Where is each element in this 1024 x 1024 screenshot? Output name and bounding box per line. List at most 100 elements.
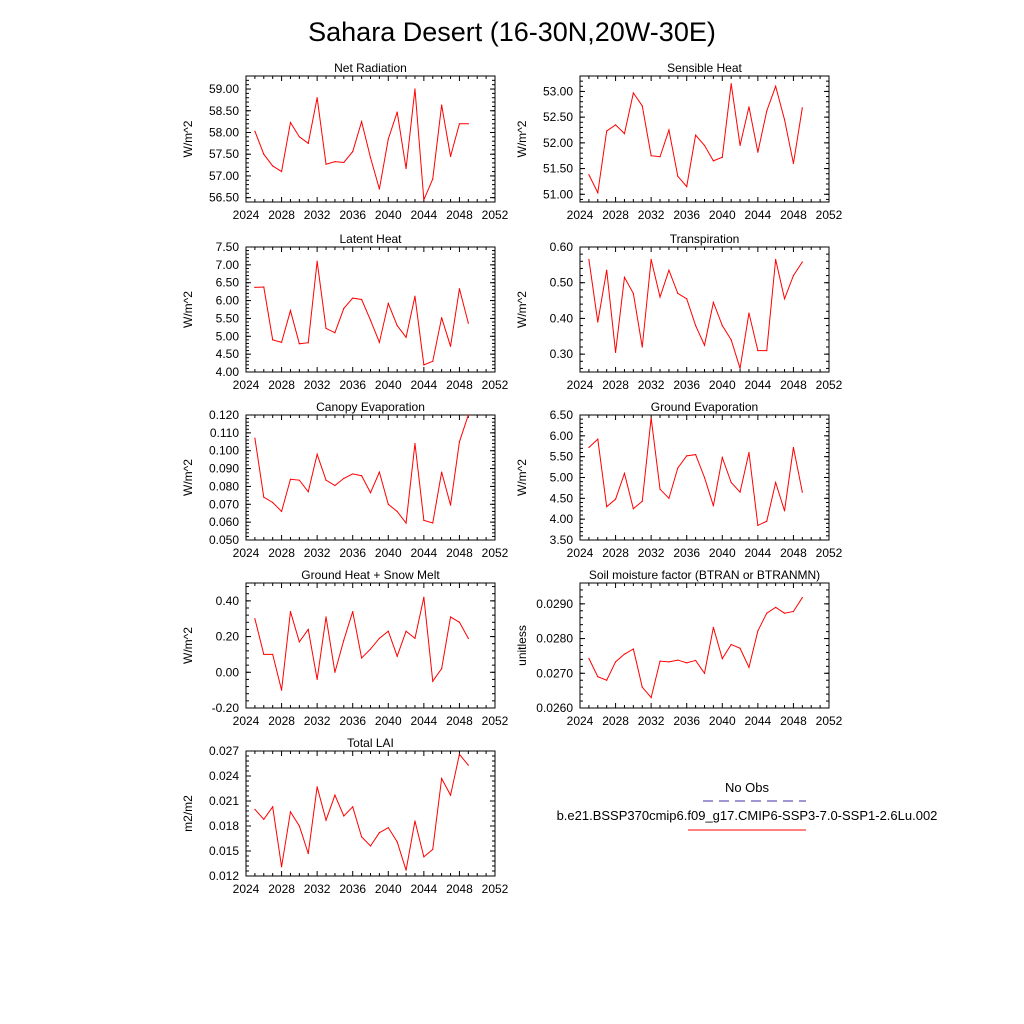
plot-frame [245,414,496,541]
data-point [414,88,416,90]
data-point [441,777,443,780]
x-tick-label: 2032 [304,714,331,728]
data-point [650,696,652,699]
data-point [387,630,389,632]
series-line [254,88,469,201]
y-tick-label: 0.0260 [536,701,573,715]
y-axis-label: unitless [515,625,529,666]
data-point [334,484,336,487]
data-point [396,111,398,113]
x-tick-label: 2024 [233,714,260,728]
data-point [334,671,336,673]
data-point [387,503,389,505]
x-tick-label: 2040 [709,714,736,728]
data-point [289,121,292,124]
data-point [597,192,599,194]
panel-title: Transpiration [670,232,740,246]
data-point [396,841,398,843]
x-tick-label: 2036 [673,378,700,392]
data-point [325,327,327,330]
data-point [467,764,469,766]
x-tick-label: 2052 [816,378,843,392]
y-tick-label: 4.00 [550,512,574,526]
data-point [423,519,425,521]
panel-canopy-evaporation: Canopy Evaporation 2024 2028 2032 2036 2040 20… [181,400,509,560]
x-tick-label: 2024 [567,546,594,560]
data-point [730,339,732,341]
data-point [783,119,786,121]
x-tick-label: 2044 [411,882,438,896]
data-point [614,351,617,353]
y-tick-label: 0.027 [209,744,239,758]
y-tick-label: 0.070 [209,497,239,511]
data-point [298,479,300,481]
data-point [316,453,318,455]
data-point [414,637,416,639]
data-point [272,339,274,341]
y-tick-label: 6.50 [550,408,574,422]
x-tick-label: 2028 [268,208,295,222]
y-tick-label: 0.0270 [536,666,573,680]
data-point [606,130,608,132]
data-point [449,345,452,347]
data-point [730,481,732,484]
data-point [458,441,461,443]
x-tick-label: 2052 [816,714,843,728]
data-point [343,477,345,479]
data-point [369,319,372,321]
data-point [641,346,643,348]
panel-transpiration: Transpiration 2024 2028 2032 2036 2040 2044 204… [515,232,843,392]
data-point [343,639,345,641]
data-point [352,151,354,153]
x-tick-label: 2044 [745,714,772,728]
x-tick-label: 2028 [602,378,629,392]
x-tick-label: 2032 [638,714,665,728]
data-point [597,438,599,440]
data-point [597,676,599,678]
data-point [378,832,380,834]
x-tick-label: 2024 [567,714,594,728]
data-point [361,836,363,838]
data-point [263,818,265,820]
y-tick-label: 5.00 [550,471,574,485]
data-point [792,162,795,165]
data-point [298,343,300,345]
y-tick-label: 0.080 [209,479,239,493]
data-point [695,134,697,136]
data-point [650,258,652,261]
x-tick-label: 2052 [482,714,509,728]
data-point [263,496,265,498]
data-point [632,292,634,295]
data-point [449,794,452,796]
data-point [712,301,714,303]
legend-model-label: b.e21.BSSP370cmip6.f09_g17.CMIP6-SSP3-7.… [557,808,938,823]
data-point [272,653,274,656]
x-tick-label: 2036 [339,378,366,392]
y-tick-label: 0.0290 [536,597,573,611]
x-tick-label: 2032 [638,378,665,392]
data-point [757,524,759,527]
data-point [668,661,670,663]
data-point [361,657,363,659]
data-point [668,497,670,499]
data-point [298,641,300,643]
x-tick-label: 2024 [233,378,260,392]
y-tick-label: 5.50 [216,311,240,325]
y-tick-label: 0.100 [209,444,239,458]
x-tick-label: 2028 [602,546,629,560]
panel-net-radiation: Net Radiation 2024 2028 2032 2036 2040 2044 204… [181,61,509,222]
panel-title: Total LAI [347,736,394,750]
data-point [423,199,425,201]
data-point [748,451,750,454]
series-line [254,414,469,525]
data-point [632,648,634,650]
data-point [280,510,283,513]
x-tick-label: 2052 [482,208,509,222]
data-point [748,106,750,108]
data-point [280,866,283,868]
x-tick-label: 2032 [304,546,331,560]
x-tick-label: 2044 [745,378,772,392]
data-point [316,786,318,788]
data-point [369,648,372,650]
plot-frame [579,75,830,203]
